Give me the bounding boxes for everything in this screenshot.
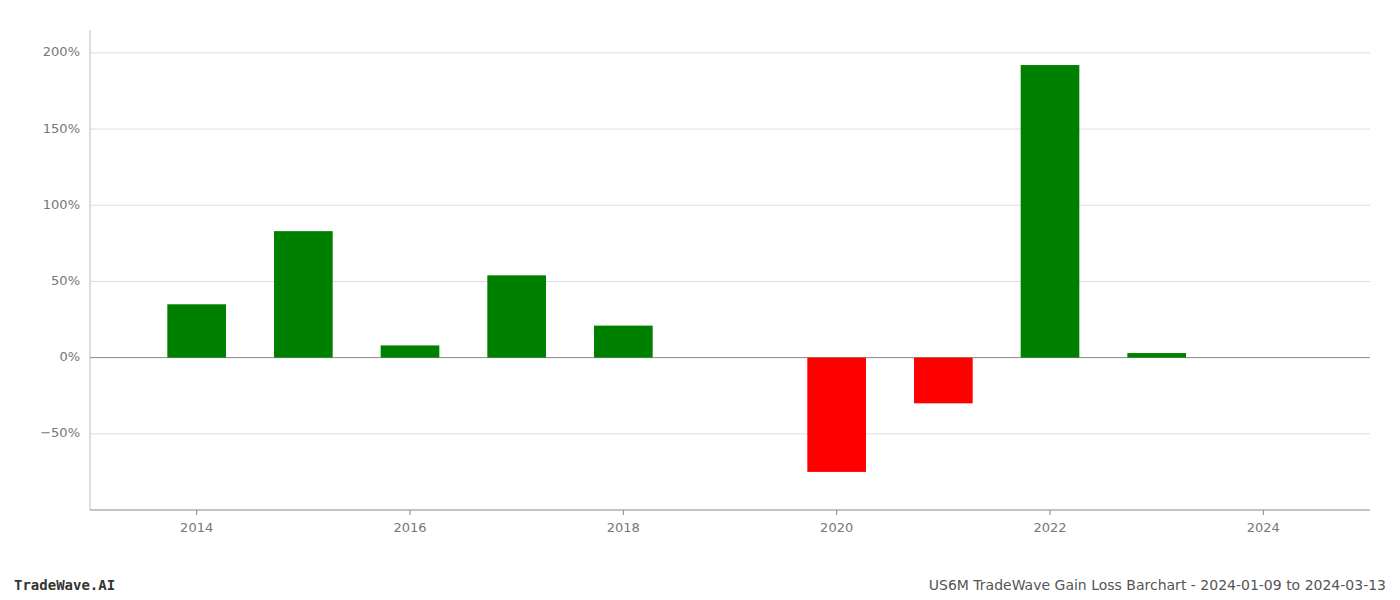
bar [1127, 353, 1186, 358]
x-tick-label: 2018 [607, 520, 640, 535]
footer-left: TradeWave.AI [14, 577, 115, 593]
bar [914, 358, 973, 404]
bar [381, 345, 440, 357]
x-tick [623, 510, 624, 515]
x-tick [196, 510, 197, 515]
y-tick-label: 200% [43, 44, 80, 59]
x-tick-label: 2014 [180, 520, 213, 535]
bar [807, 358, 866, 472]
background [0, 0, 1400, 600]
grid-line [90, 129, 1370, 130]
grid-line [90, 52, 1370, 53]
x-tick-label: 2022 [1033, 520, 1066, 535]
x-tick [836, 510, 837, 515]
bar [274, 231, 333, 357]
bar [1021, 65, 1080, 358]
y-tick-label: 50% [51, 273, 80, 288]
chart: −50% 0% 50% 100% 150% 200% 2014 2016 2018 2020 202… [0, 0, 1400, 600]
grid-line [90, 433, 1370, 434]
grid-line [90, 205, 1370, 206]
x-tick [410, 510, 411, 515]
x-tick-label: 2020 [820, 520, 853, 535]
y-tick-label: 150% [43, 121, 80, 136]
footer-right: US6M TradeWave Gain Loss Barchart - 2024… [929, 577, 1386, 593]
bars [167, 65, 1186, 472]
x-tick-label: 2024 [1247, 520, 1280, 535]
bar [487, 275, 546, 357]
y-axis-line [90, 30, 91, 510]
x-tick-label: 2016 [393, 520, 426, 535]
y-tick-label: −50% [40, 425, 80, 440]
bar [167, 304, 226, 357]
bar [594, 326, 653, 358]
y-tick-label: 100% [43, 197, 80, 212]
x-tick [1050, 510, 1051, 515]
x-axis-line [90, 510, 1370, 511]
y-tick-label: 0% [59, 349, 80, 364]
x-tick [1263, 510, 1264, 515]
